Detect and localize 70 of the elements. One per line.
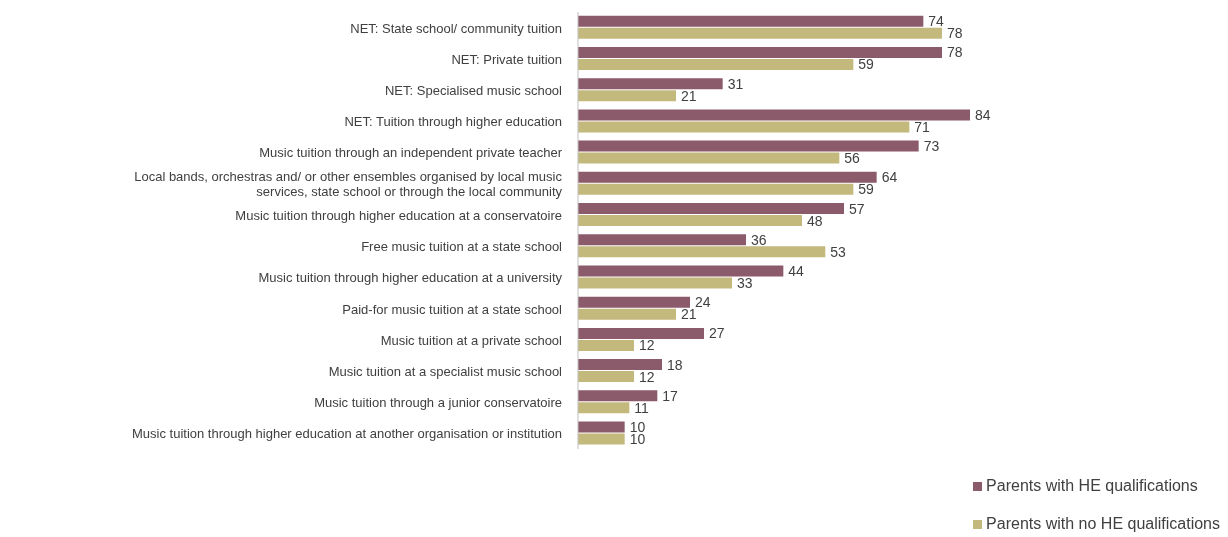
y-tick-label: Music tuition at a specialist music school: [328, 363, 563, 379]
y-tick-label: NET: Specialised music school: [384, 82, 563, 98]
y-tick-label: Music tuition through higher education at a university: [258, 269, 563, 285]
data-label: 18: [667, 356, 683, 373]
data-label: 31: [727, 75, 744, 92]
data-label: 78: [947, 44, 963, 61]
bar: [578, 183, 854, 195]
data-label: 36: [751, 231, 767, 248]
y-tick-label: Free music tuition at a state school: [361, 238, 563, 254]
bar: [578, 46, 942, 58]
y-tick-label: Music tuition through an independent private teacher: [259, 144, 563, 160]
bar: [578, 58, 854, 70]
bar: [578, 433, 625, 445]
bar: [578, 390, 658, 402]
bar: [578, 152, 840, 164]
y-tick-label: Paid-for music tuition at a state school: [342, 301, 563, 317]
bar: [578, 359, 662, 371]
data-label: 53: [830, 243, 847, 260]
bar: [578, 171, 877, 183]
bar: [578, 371, 634, 383]
bar: [578, 421, 625, 433]
data-label: 59: [858, 56, 875, 73]
bar: [578, 327, 704, 339]
data-label: 73: [923, 138, 940, 155]
data-label: 57: [849, 200, 865, 217]
data-label: 84: [975, 106, 991, 123]
bar: [578, 234, 746, 246]
bar: [578, 121, 910, 133]
data-label: 12: [639, 368, 655, 385]
bar: [578, 78, 723, 90]
data-label: 11: [634, 399, 650, 416]
data-label: 48: [807, 212, 823, 229]
y-tick-label: Music tuition through higher education at another organisation or institution: [132, 425, 562, 441]
y-tick-label: Music tuition at a private school: [380, 332, 563, 348]
data-label: 21: [681, 87, 697, 104]
legend-label: Parents with no HE qualifications: [986, 515, 1220, 533]
data-label: 44: [788, 262, 805, 279]
data-label: 12: [639, 337, 655, 354]
bar: [578, 246, 826, 258]
data-label: 71: [914, 118, 931, 135]
y-tick-label: Local bands, orchestras and/ or other ensembles organised by local music services, state school or through the local community: [134, 168, 563, 199]
bar: [578, 308, 676, 320]
bar: [578, 277, 732, 289]
data-label: 33: [737, 274, 753, 291]
y-tick-label: Music tuition through a junior conservatoire: [314, 394, 562, 410]
data-label: 64: [881, 169, 898, 186]
y-tick-label: NET: State school/ community tuition: [350, 20, 562, 36]
bar: [578, 90, 676, 102]
bar: [578, 27, 942, 39]
data-label: 27: [709, 325, 725, 342]
y-tick-label: NET: Tuition through higher education: [344, 113, 562, 129]
bar: [578, 265, 784, 277]
bar: [578, 203, 844, 215]
y-tick-label: NET: Private tuition: [451, 51, 562, 67]
bar: [578, 296, 690, 308]
bar: [578, 402, 630, 414]
bar: [578, 109, 970, 121]
bar: [578, 215, 802, 227]
data-label: 24: [695, 294, 711, 311]
bar: [578, 15, 924, 27]
bar: [578, 140, 919, 152]
bar: [578, 339, 634, 351]
y-tick-label: Music tuition through higher education at a conservatoire: [235, 207, 562, 223]
data-label: 74: [928, 13, 945, 30]
data-label: 78: [947, 25, 963, 42]
legend-label: Parents with HE qualifications: [986, 477, 1198, 495]
data-label: 21: [681, 306, 697, 323]
data-label: 59: [858, 181, 875, 198]
data-label: 56: [844, 150, 861, 167]
data-label: 17: [662, 387, 679, 404]
